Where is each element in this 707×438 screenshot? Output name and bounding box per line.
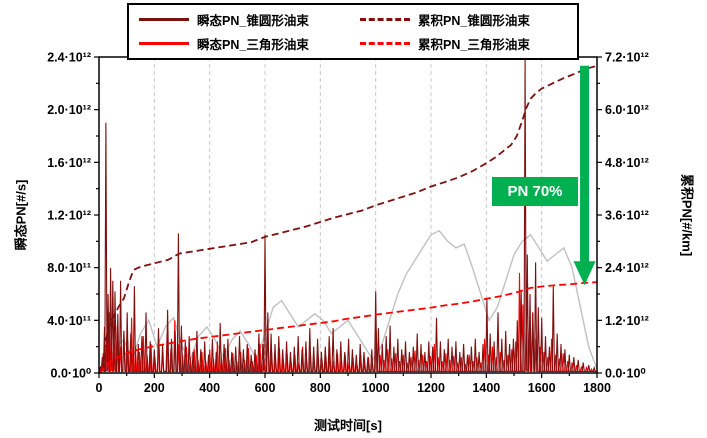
x-tick-label: 1800 [583,381,611,395]
pn-reduction-badge: PN 70% [492,177,578,206]
y-right-tick-label: 2.4·10¹² [605,261,649,275]
x-tick-label: 400 [199,381,220,395]
y-left-tick-label: 2.0·10¹² [47,103,91,117]
x-tick-label: 1400 [472,381,500,395]
legend-item-transient-cone: 瞬态PN_锥圆形油束 [139,10,346,29]
y-right-tick-label: 4.8·10¹² [605,156,649,170]
y-left-tick-label: 1.6·10¹² [47,156,91,170]
left-axis-title: 瞬态PN[#/s] [13,179,29,251]
x-tick-label: 600 [255,381,276,395]
y-right-tick-label: 1.2·10¹² [605,314,649,328]
line-swatch-cumulative-cone [360,18,410,21]
y-left-tick-label: 4.0·10¹¹ [47,314,91,328]
x-tick-label: 1200 [417,381,445,395]
x-axis-title: 测试时间[s] [314,418,382,433]
legend-label: 累积PN_锥圆形油束 [418,14,530,28]
y-right-tick-label: 6.0·10¹² [605,103,649,117]
line-swatch-cumulative-triangle [360,42,410,45]
series-cumulative-cone [99,64,597,373]
y-left-tick-label: 8.0·10¹¹ [47,261,91,275]
line-swatch-transient-triangle [139,42,189,45]
y-left-tick-label: 0.0·10⁰ [51,367,92,381]
legend-label: 瞬态PN_三角形油束 [197,38,309,52]
y-left-tick-label: 2.4·10¹² [47,51,91,65]
x-tick-label: 200 [144,381,165,395]
legend-label: 瞬态PN_锥圆形油束 [197,14,309,28]
legend-item-cumulative-triangle: 累积PN_三角形油束 [360,34,567,53]
y-left-tick-label: 1.2·10¹² [47,209,91,223]
legend-label: 累积PN_三角形油束 [418,38,530,52]
y-right-tick-label: 0.0·10⁰ [605,367,646,381]
x-tick-label: 1000 [362,381,390,395]
legend-item-cumulative-cone: 累积PN_锥圆形油束 [360,10,567,29]
legend: 瞬态PN_锥圆形油束 累积PN_锥圆形油束 瞬态PN_三角形油束 累积PN_三角… [127,3,579,60]
legend-item-transient-triangle: 瞬态PN_三角形油束 [139,34,346,53]
y-right-tick-label: 3.6·10¹² [605,209,649,223]
x-tick-label: 1600 [528,381,556,395]
right-axis-title: 累积PN[#/km] [679,173,695,257]
x-tick-label: 0 [96,381,103,395]
series-transient-cone [99,57,597,372]
line-swatch-transient-cone [139,18,189,21]
y-right-tick-label: 7.2·10¹² [605,51,649,65]
series-cumulative-triangle [99,281,597,373]
reduction-arrow [573,65,596,286]
x-tick-label: 800 [310,381,331,395]
